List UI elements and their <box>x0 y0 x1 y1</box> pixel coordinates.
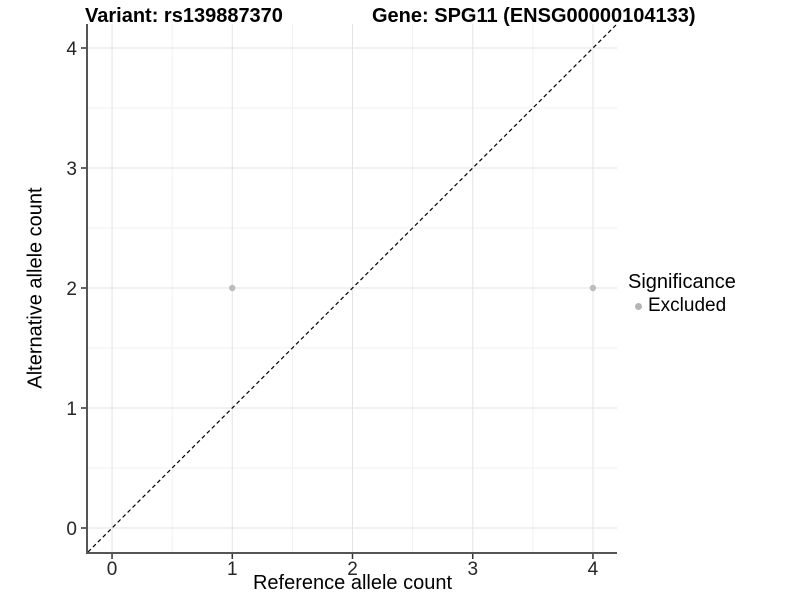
x-tick-label: 2 <box>347 559 358 580</box>
variant-title: Variant: rs139887370 <box>85 5 283 27</box>
y-tick-label: 3 <box>66 159 77 180</box>
legend-key <box>628 297 648 315</box>
legend-item-label: Excluded <box>648 295 727 316</box>
data-point <box>229 284 236 292</box>
data-point <box>589 284 597 292</box>
gene-title: Gene: SPG11 (ENSG00000104133) <box>372 5 696 27</box>
legend: Significance Excluded <box>628 271 736 317</box>
x-tick-label: 3 <box>467 559 478 580</box>
x-tick-label: 0 <box>107 559 118 580</box>
legend-item-excluded: Excluded <box>628 295 736 317</box>
x-axis-title: Reference allele count <box>252 572 452 594</box>
y-tick-label: 2 <box>66 279 77 300</box>
y-axis-title: Alternative allele count <box>24 187 47 389</box>
y-tick-label: 4 <box>66 39 77 60</box>
excluded-point-icon <box>634 302 642 310</box>
legend-title: Significance <box>628 271 736 293</box>
y-tick-label: 1 <box>66 399 77 420</box>
x-tick-label: 1 <box>227 559 238 580</box>
identity-reference-line <box>87 23 618 553</box>
y-tick-label: 0 <box>66 519 77 540</box>
x-tick-label: 4 <box>588 559 599 580</box>
